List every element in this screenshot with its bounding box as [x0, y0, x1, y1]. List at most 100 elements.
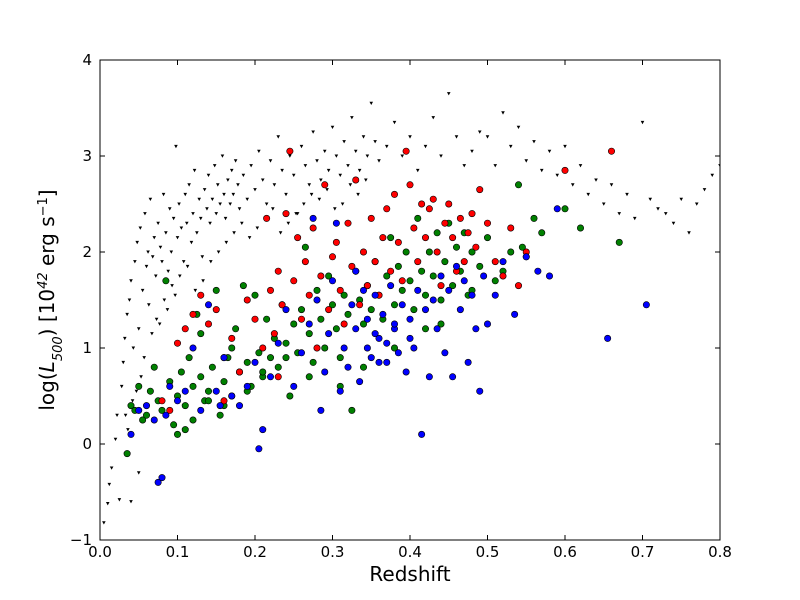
x-tick-label: 0.2 — [243, 543, 267, 561]
data-point — [171, 216, 176, 221]
y-tick-label: 1 — [82, 339, 92, 357]
data-point — [272, 183, 277, 187]
data-point — [333, 207, 337, 211]
data-point — [161, 192, 166, 197]
data-point — [410, 224, 418, 232]
data-point — [291, 173, 296, 177]
data-point — [433, 229, 441, 237]
data-point — [202, 188, 207, 192]
data-point — [452, 243, 460, 251]
data-point — [336, 387, 344, 395]
data-point — [189, 416, 197, 424]
data-point — [609, 183, 614, 187]
data-point — [414, 214, 422, 222]
data-point — [220, 378, 228, 386]
data-point — [178, 274, 182, 278]
data-point — [356, 301, 364, 309]
x-tick-label: 0.0 — [88, 543, 112, 561]
data-point — [309, 214, 317, 222]
data-point — [402, 368, 410, 376]
data-point — [282, 210, 290, 218]
data-point — [336, 286, 344, 294]
data-point — [197, 406, 205, 414]
data-point — [247, 236, 252, 240]
data-point — [313, 344, 321, 352]
data-point — [344, 363, 352, 371]
data-point — [136, 327, 141, 331]
data-point — [302, 202, 306, 206]
points-layer — [102, 92, 720, 525]
data-point — [197, 291, 205, 299]
data-point — [359, 320, 367, 328]
data-point — [228, 202, 232, 206]
data-point — [348, 406, 356, 414]
data-point — [165, 308, 170, 312]
data-point — [555, 173, 560, 177]
data-point — [363, 315, 371, 323]
data-point — [332, 325, 340, 333]
data-point — [338, 173, 343, 177]
data-point — [547, 149, 552, 153]
data-point — [663, 212, 668, 216]
x-tick-label: 0.8 — [708, 543, 732, 561]
data-point — [119, 384, 124, 389]
data-point — [383, 272, 391, 280]
data-point — [462, 164, 467, 168]
data-point — [452, 262, 460, 270]
data-point — [501, 111, 505, 115]
data-point — [197, 330, 205, 338]
x-tick-label: 0.3 — [321, 543, 345, 561]
data-point — [615, 238, 623, 246]
data-point — [107, 482, 112, 487]
data-point — [305, 373, 313, 381]
data-point — [228, 392, 236, 400]
data-point — [468, 291, 476, 299]
x-tick-label: 0.5 — [476, 543, 500, 561]
data-point — [189, 310, 197, 318]
data-point — [371, 258, 379, 266]
data-point — [429, 296, 437, 304]
data-point — [257, 149, 261, 153]
data-point — [144, 264, 149, 269]
data-point — [313, 286, 321, 294]
data-point — [127, 402, 135, 410]
data-point — [553, 205, 561, 213]
data-point — [431, 116, 436, 120]
data-point — [259, 368, 267, 376]
data-point — [328, 277, 336, 285]
data-point — [325, 330, 333, 338]
data-point — [185, 264, 190, 269]
data-point — [394, 262, 402, 270]
data-point — [483, 219, 491, 227]
data-point — [150, 416, 158, 424]
data-point — [249, 164, 253, 168]
data-point — [604, 334, 612, 342]
data-point — [483, 320, 491, 328]
data-point — [371, 330, 379, 338]
series-2 — [158, 147, 615, 414]
data-point — [264, 202, 269, 206]
data-point — [325, 272, 333, 280]
data-point — [150, 332, 154, 336]
data-point — [160, 260, 164, 264]
data-point — [123, 413, 128, 417]
data-point — [282, 306, 290, 314]
data-point — [303, 164, 308, 168]
data-point — [483, 234, 491, 242]
data-point — [201, 279, 205, 283]
data-point — [414, 286, 422, 294]
data-point — [356, 378, 364, 386]
data-point — [421, 306, 429, 314]
data-point — [364, 178, 368, 182]
data-point — [429, 272, 437, 280]
data-point — [350, 116, 354, 120]
data-point — [392, 120, 397, 125]
data-point — [181, 260, 186, 264]
data-point — [390, 320, 398, 328]
data-point — [518, 243, 526, 251]
data-point — [357, 168, 362, 173]
data-point — [330, 125, 335, 129]
data-point — [158, 406, 166, 414]
data-point — [223, 216, 228, 221]
data-point — [406, 334, 414, 342]
